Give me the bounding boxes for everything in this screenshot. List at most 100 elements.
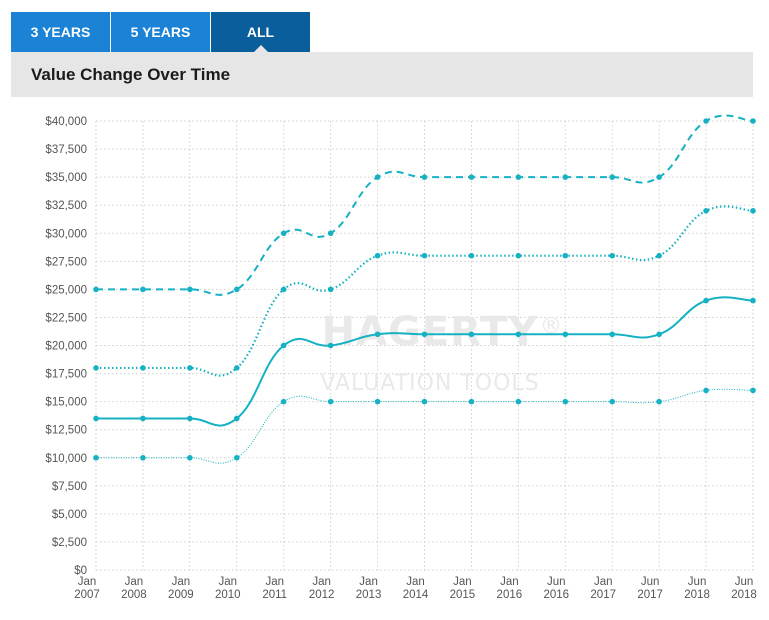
data-point <box>374 398 381 405</box>
data-point <box>233 454 240 461</box>
y-axis: $0 $2,500 $5,000 $7,500 $10,000 $12,500 $15,00… <box>45 116 87 577</box>
data-point <box>750 208 756 214</box>
data-point <box>468 174 475 180</box>
x-tick-month: Jun <box>547 576 566 588</box>
data-point <box>421 174 428 180</box>
x-tick-year: 2013 <box>356 589 382 601</box>
data-point <box>233 365 240 371</box>
x-tick-year: 2016 <box>497 589 523 601</box>
series-line-dotted <box>95 205 754 377</box>
x-tick-month: Jun <box>735 576 754 588</box>
data-point <box>609 331 616 338</box>
data-point <box>327 230 334 237</box>
data-point <box>562 398 569 405</box>
y-tick-label: $32,500 <box>45 200 87 212</box>
data-point <box>140 365 146 371</box>
data-point <box>280 342 287 349</box>
series-points <box>93 118 756 461</box>
x-tick-year: 2012 <box>309 589 335 601</box>
data-point <box>562 252 569 259</box>
x-tick-year: 2017 <box>590 589 616 601</box>
chart-header: Value Change Over Time <box>11 52 753 97</box>
data-point <box>233 286 240 293</box>
data-point <box>656 174 662 180</box>
data-point <box>140 454 146 461</box>
data-point <box>280 286 287 293</box>
y-tick-label: $37,500 <box>45 144 87 156</box>
watermark-mark: ® <box>540 314 563 339</box>
data-point <box>421 252 428 259</box>
data-point <box>374 252 381 259</box>
data-point <box>93 454 99 461</box>
tab-3-years[interactable]: 3 YEARS <box>11 12 110 52</box>
data-point <box>656 398 662 405</box>
x-tick-month: Jan <box>78 576 97 588</box>
x-tick-year: 2010 <box>215 589 241 601</box>
series-line-solid <box>95 296 754 427</box>
data-point <box>327 286 334 293</box>
x-tick-month: Jun <box>688 576 707 588</box>
data-point <box>468 331 475 338</box>
x-tick-month: Jan <box>500 576 519 588</box>
x-tick-year: 2017 <box>637 589 663 601</box>
x-tick-year: 2016 <box>543 589 569 601</box>
data-point <box>93 365 99 371</box>
x-tick-year: 2007 <box>74 589 100 601</box>
x-tick-month: Jan <box>453 576 472 588</box>
y-tick-label: $5,000 <box>52 509 87 521</box>
data-point <box>93 286 99 293</box>
data-point <box>187 454 193 461</box>
data-point <box>374 174 381 180</box>
data-point <box>562 331 569 338</box>
data-point <box>656 331 662 338</box>
x-tick-year: 2018 <box>684 589 710 601</box>
data-point <box>140 415 146 422</box>
x-tick-year: 2011 <box>262 589 287 601</box>
data-point <box>515 331 522 338</box>
watermark: HAGERTY ® VALUATION TOOLS <box>320 309 563 396</box>
data-point <box>750 297 756 304</box>
y-tick-label: $15,000 <box>45 397 87 409</box>
data-point <box>187 365 193 371</box>
data-point <box>703 387 709 394</box>
data-point <box>656 252 662 259</box>
data-point <box>609 398 616 405</box>
x-tick-month: Jun <box>641 576 660 588</box>
y-tick-label: $25,000 <box>45 284 87 296</box>
x-tick-month: Jan <box>359 576 378 588</box>
watermark-tagline: VALUATION TOOLS <box>320 371 539 396</box>
data-point <box>187 415 193 422</box>
data-point <box>515 398 522 405</box>
x-tick-month: Jan <box>594 576 613 588</box>
y-tick-label: $10,000 <box>45 453 87 465</box>
data-point <box>750 387 756 394</box>
tab-5-years[interactable]: 5 YEARS <box>111 12 210 52</box>
y-tick-label: $7,500 <box>52 481 87 493</box>
data-point <box>609 174 616 180</box>
data-point <box>280 230 287 237</box>
x-tick-year: 2015 <box>450 589 476 601</box>
x-tick-year: 2009 <box>168 589 194 601</box>
x-tick-month: Jan <box>125 576 144 588</box>
y-tick-label: $27,500 <box>45 256 87 268</box>
y-tick-label: $35,000 <box>45 172 87 184</box>
tab-all[interactable]: ALL <box>211 12 310 52</box>
x-tick-year: 2018 <box>731 589 757 601</box>
data-point <box>515 252 522 259</box>
data-point <box>421 398 428 405</box>
data-point <box>374 331 381 338</box>
y-tick-label: $30,000 <box>45 228 87 240</box>
data-point <box>468 252 475 259</box>
y-tick-label: $22,500 <box>45 312 87 324</box>
data-point <box>233 415 240 422</box>
y-tick-label: $0 <box>74 565 87 577</box>
x-tick-month: Jan <box>219 576 238 588</box>
data-point <box>327 398 334 405</box>
data-point <box>187 286 193 293</box>
data-point <box>280 398 287 405</box>
y-tick-label: $12,500 <box>45 425 87 437</box>
data-point <box>703 118 709 124</box>
data-point <box>703 208 709 214</box>
y-tick-label: $20,000 <box>45 341 87 353</box>
